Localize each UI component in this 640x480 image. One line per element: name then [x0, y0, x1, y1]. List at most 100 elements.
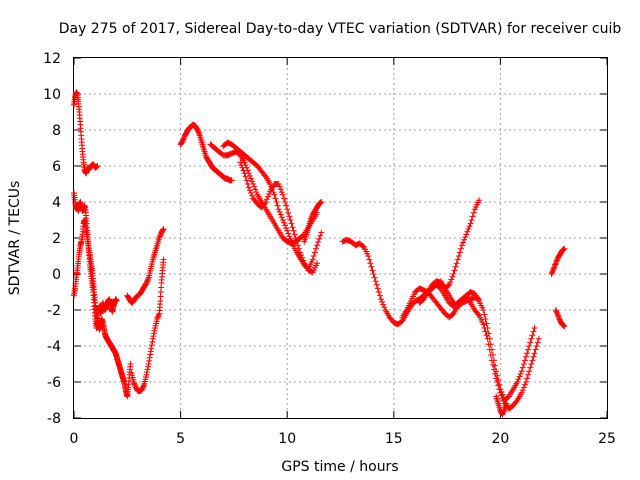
data-point	[521, 357, 528, 364]
data-point	[247, 190, 254, 196]
data-point	[553, 257, 560, 264]
data-point	[521, 381, 528, 388]
data-point	[500, 410, 507, 417]
data-point	[524, 350, 531, 357]
y-tick-label: 6	[52, 159, 61, 175]
data-point	[144, 278, 151, 285]
data-point	[445, 282, 452, 289]
data-point	[452, 263, 459, 270]
data-point	[553, 309, 560, 316]
x-tick-label: 0	[70, 431, 79, 447]
data-point	[150, 333, 157, 340]
data-point	[308, 215, 315, 222]
data-point	[239, 164, 246, 171]
data-point	[459, 242, 466, 249]
data-point	[373, 281, 380, 288]
data-point	[491, 357, 498, 364]
data-point	[517, 370, 524, 377]
data-point	[149, 338, 156, 345]
data-point	[143, 280, 150, 286]
data-point	[139, 384, 146, 391]
series-s14	[433, 281, 538, 403]
x-tick-label: 5	[176, 431, 185, 447]
data-point	[455, 253, 462, 259]
data-point	[485, 330, 492, 337]
data-point	[483, 320, 490, 327]
y-tick-label: 2	[52, 231, 61, 247]
data-point	[462, 234, 469, 241]
data-point	[525, 371, 532, 378]
data-point	[555, 313, 562, 320]
data-point	[368, 263, 375, 270]
data-point	[276, 208, 283, 215]
data-point	[312, 245, 319, 252]
data-point	[228, 177, 235, 184]
data-point	[549, 269, 556, 276]
data-point	[291, 231, 298, 238]
data-point	[283, 225, 290, 232]
data-point	[367, 260, 374, 267]
data-point	[372, 278, 379, 285]
series-s9	[237, 159, 321, 276]
data-point	[277, 211, 284, 218]
data-point	[450, 271, 457, 277]
data-point	[476, 197, 483, 204]
data-point	[486, 335, 493, 342]
data-point	[240, 167, 247, 174]
data-point	[484, 325, 491, 331]
data-point	[289, 224, 296, 231]
data-point	[246, 187, 253, 194]
y-tick-label: -4	[47, 339, 61, 355]
data-point	[282, 199, 289, 205]
data-point	[448, 276, 455, 283]
y-tick-label: 10	[43, 87, 61, 103]
data-point	[464, 228, 471, 235]
data-point	[524, 375, 531, 382]
data-point	[144, 277, 151, 284]
series-s8	[220, 139, 325, 272]
y-tick-label: -6	[47, 375, 61, 391]
data-point	[245, 184, 252, 191]
series-s16	[548, 245, 568, 277]
data-point	[318, 199, 325, 205]
data-point	[554, 311, 561, 318]
data-point	[140, 383, 147, 390]
data-point	[261, 172, 268, 179]
data-point	[154, 316, 161, 322]
data-point	[487, 341, 494, 348]
data-point	[528, 335, 535, 342]
data-point	[271, 191, 278, 198]
x-tick-label: 20	[491, 431, 509, 447]
data-point	[460, 239, 467, 246]
data-point	[525, 346, 532, 353]
data-point	[155, 313, 162, 320]
data-point	[461, 236, 468, 243]
data-point	[481, 311, 488, 318]
data-point	[237, 159, 244, 166]
data-point	[500, 408, 507, 415]
data-point	[482, 328, 489, 335]
data-point	[503, 400, 510, 407]
data-point	[265, 193, 272, 200]
data-point	[277, 186, 284, 193]
data-point	[148, 345, 155, 352]
data-point	[499, 391, 506, 398]
data-point	[531, 325, 538, 331]
data-point	[316, 235, 323, 242]
data-point	[156, 235, 163, 241]
data-point	[281, 195, 288, 202]
series-s1	[71, 89, 101, 177]
data-point	[146, 357, 153, 364]
data-point	[548, 271, 555, 277]
data-point	[147, 348, 154, 355]
data-point	[247, 175, 254, 182]
data-point	[494, 372, 501, 379]
data-point	[529, 332, 536, 339]
data-point	[556, 315, 563, 322]
data-point	[242, 173, 249, 180]
data-point	[549, 268, 556, 275]
x-tick-label: 10	[278, 431, 296, 447]
data-point	[283, 202, 290, 209]
data-point	[241, 170, 248, 177]
